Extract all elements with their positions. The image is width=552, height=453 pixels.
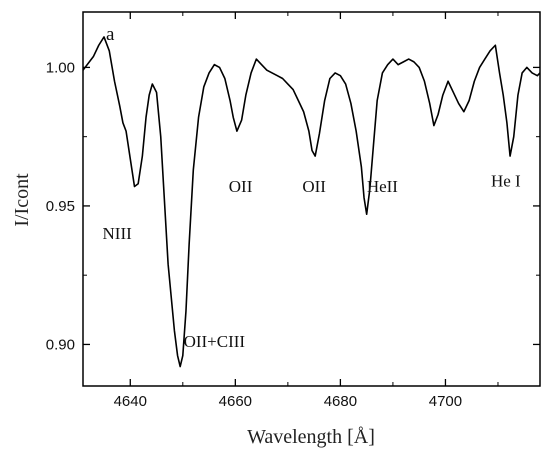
x-tick-label: 4680: [324, 393, 357, 410]
line-annotation: OII: [302, 177, 326, 196]
line-annotation: OII: [229, 177, 253, 196]
x-axis-ticks: 4640 4660 4680 4700: [114, 12, 499, 410]
line-annotations: NIII OII+CIII OII OII HeII He I: [103, 172, 522, 352]
line-annotation: He I: [491, 172, 521, 191]
x-tick-label: 4660: [219, 393, 252, 410]
x-tick-label: 4700: [429, 393, 462, 410]
x-tick-label: 4640: [114, 393, 147, 410]
x-axis-title: Wavelength [Å]: [247, 426, 375, 448]
spectrum-series-line: [82, 36, 541, 368]
line-annotation: OII+CIII: [184, 332, 246, 351]
y-axis-title: I/Icont: [11, 173, 33, 227]
y-tick-label: 1.00: [46, 59, 75, 76]
plot-frame: [82, 11, 541, 387]
line-annotation: HeII: [367, 177, 398, 196]
y-tick-label: 0.90: [46, 336, 75, 353]
panel-label: a: [106, 24, 115, 45]
y-axis-ticks: 0.90 0.95 1.00: [46, 59, 540, 353]
y-tick-label: 0.95: [46, 198, 75, 215]
line-annotation: NIII: [103, 224, 133, 243]
